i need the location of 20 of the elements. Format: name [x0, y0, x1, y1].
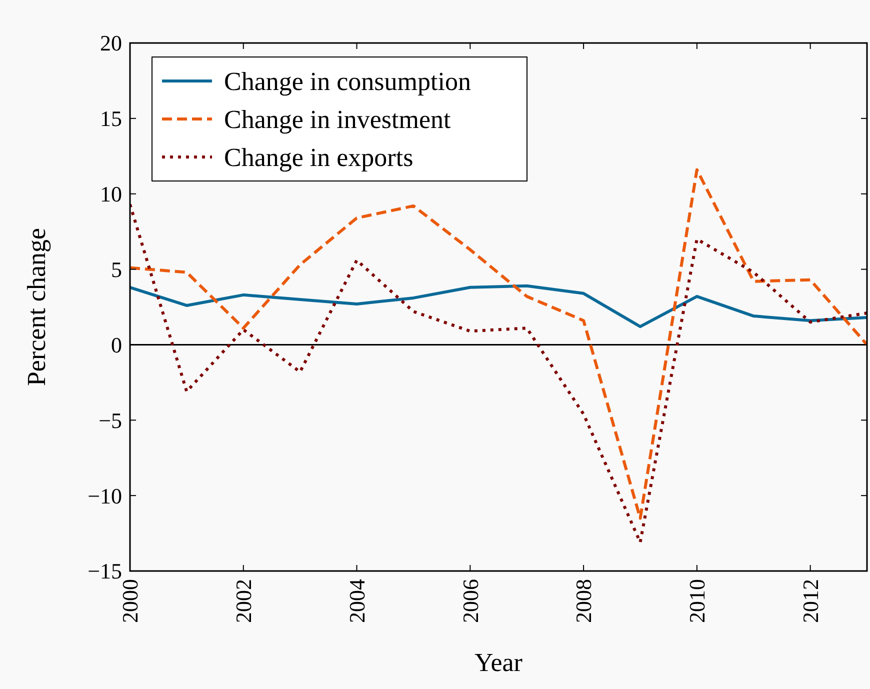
line-series: [130, 202, 867, 544]
y-tick-label: 20: [100, 30, 122, 56]
x-axis-title: Year: [474, 648, 523, 677]
x-tick-label: 2010: [684, 579, 710, 623]
legend-label: Change in consumption: [224, 67, 471, 96]
y-tick-label: 10: [100, 182, 122, 207]
line-series: [130, 284, 867, 328]
y-tick-label: 5: [111, 256, 122, 282]
legend-label: Change in exports: [224, 143, 414, 172]
x-tick-label: 2008: [571, 579, 596, 623]
x-tick-label: 2002: [231, 579, 256, 623]
y-tick-label: 15: [100, 106, 122, 132]
y-axis-title: Percent change: [22, 228, 51, 386]
x-tick-label: 2004: [344, 579, 370, 623]
x-tick-label: 2012: [798, 579, 824, 623]
y-tick-label: 0: [111, 332, 122, 358]
y-tick-label: −10: [88, 483, 122, 508]
x-tick-label: 2006: [458, 579, 483, 623]
legend-label: Change in investment: [224, 105, 452, 134]
y-tick-label: −5: [98, 408, 122, 433]
